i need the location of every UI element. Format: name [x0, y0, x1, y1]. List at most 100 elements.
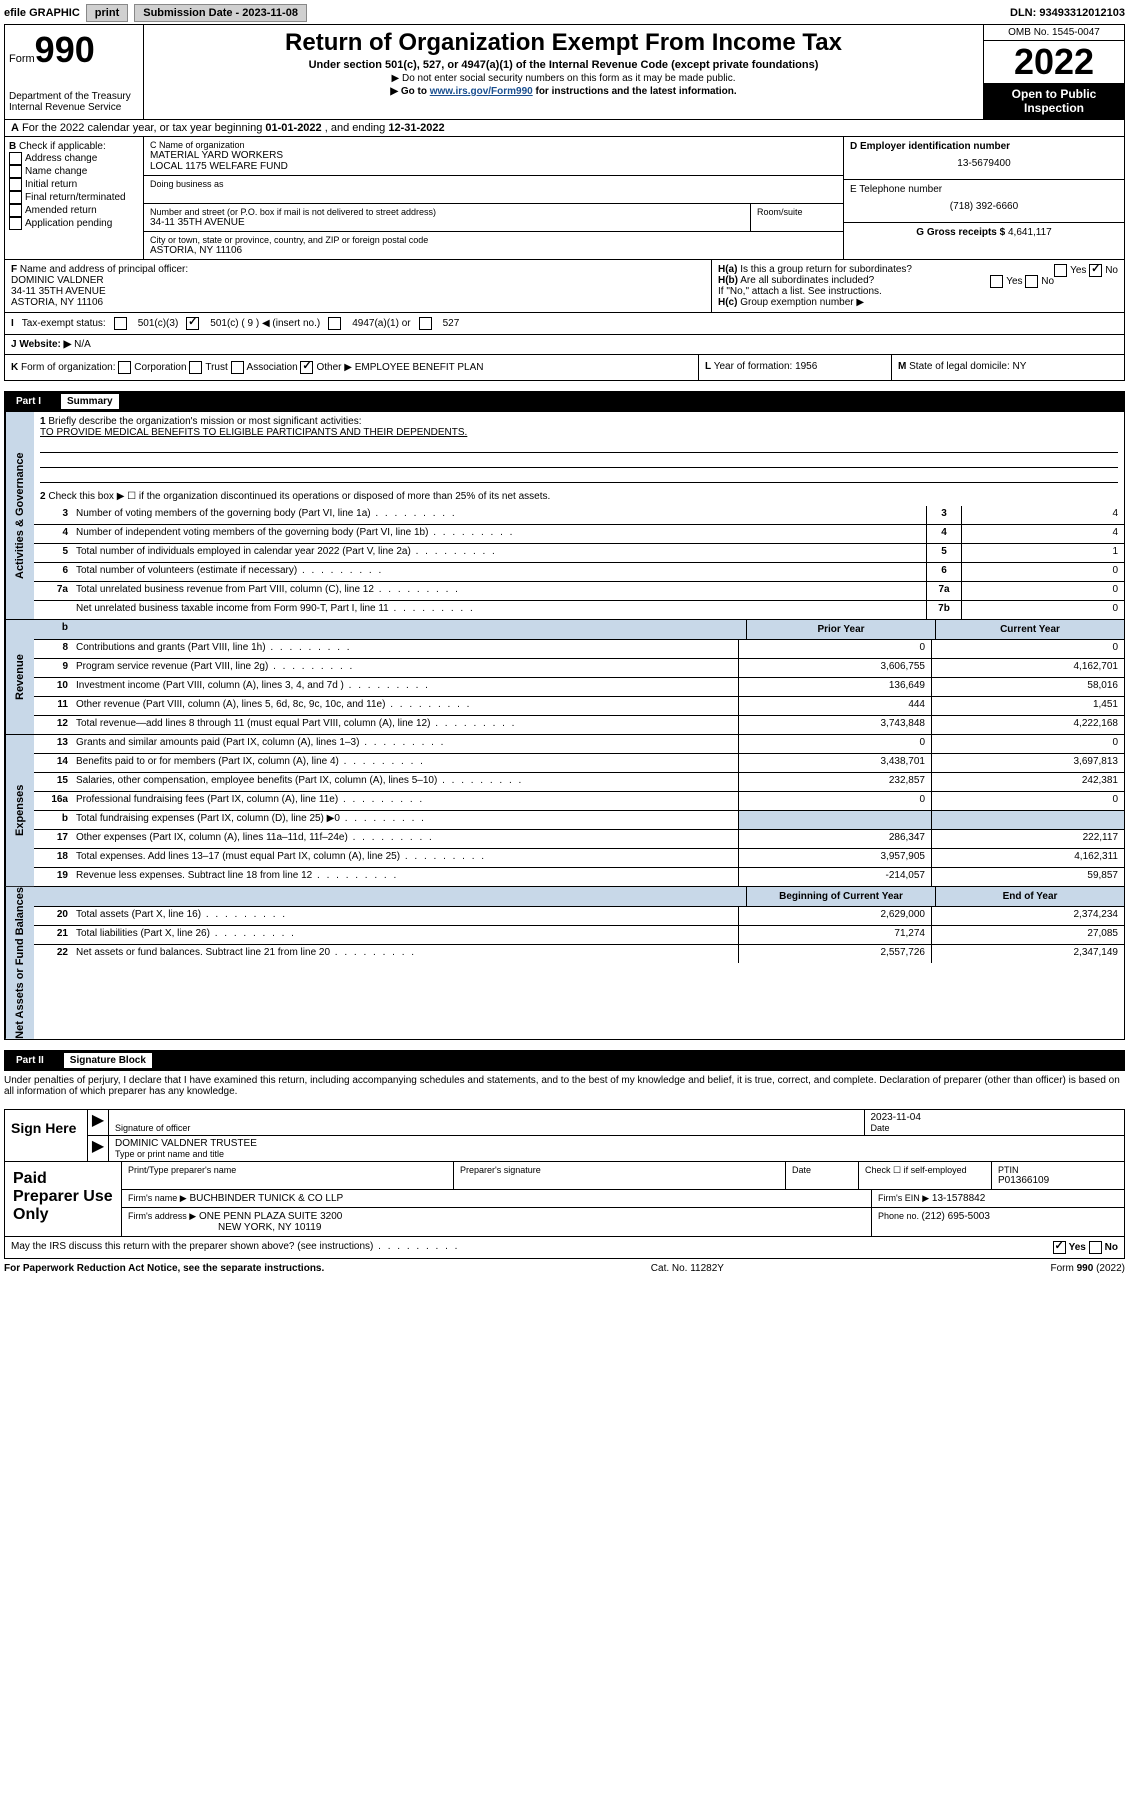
- ha-yes-checkbox[interactable]: [1054, 264, 1067, 277]
- row-num: b: [34, 811, 72, 829]
- k-other-checkbox[interactable]: [300, 361, 313, 374]
- row-desc: Number of independent voting members of …: [72, 525, 926, 543]
- instructions-link[interactable]: www.irs.gov/Form990: [430, 86, 533, 97]
- table-row: 20Total assets (Part X, line 16)2,629,00…: [34, 907, 1124, 926]
- i-501c3-checkbox[interactable]: [114, 317, 127, 330]
- c-name-label: C Name of organization: [150, 140, 837, 150]
- declaration-text: Under penalties of perjury, I declare th…: [4, 1071, 1125, 1101]
- g-label: G Gross receipts $: [916, 227, 1008, 238]
- row-num: 12: [34, 716, 72, 734]
- note2-pre: ▶ Go to: [390, 86, 429, 97]
- discuss-no: No: [1105, 1242, 1118, 1253]
- row-num: [34, 601, 72, 619]
- sig-arrow2-icon: ▶: [88, 1136, 108, 1161]
- table-row: 16aProfessional fundraising fees (Part I…: [34, 792, 1124, 811]
- table-row: bTotal fundraising expenses (Part IX, co…: [34, 811, 1124, 830]
- firm-name-label: Firm's name ▶: [128, 1193, 187, 1203]
- table-row: 15Salaries, other compensation, employee…: [34, 773, 1124, 792]
- checkbox-addr-change[interactable]: [9, 152, 22, 165]
- row-current: 27,085: [931, 926, 1124, 944]
- side-governance: Activities & Governance: [5, 412, 34, 619]
- prior-year-header: Prior Year: [746, 620, 935, 639]
- part1-label: Part I: [12, 394, 51, 409]
- info-row-bcd: B Check if applicable: Address change Na…: [4, 137, 1125, 260]
- row-prior: 136,649: [738, 678, 931, 696]
- org-name-block: C Name of organization MATERIAL YARD WOR…: [144, 137, 843, 176]
- table-row: 10Investment income (Part VIII, column (…: [34, 678, 1124, 697]
- table-row: 22Net assets or fund balances. Subtract …: [34, 945, 1124, 963]
- row-num: 6: [34, 563, 72, 581]
- row-prior: 0: [738, 735, 931, 753]
- note2-post: for instructions and the latest informat…: [533, 86, 737, 97]
- k-corp-checkbox[interactable]: [118, 361, 131, 374]
- k-trust: Trust: [205, 362, 227, 373]
- period-begin: 01-01-2022: [265, 122, 321, 134]
- subdate-value: 2023-11-08: [242, 7, 298, 19]
- checkbox-amended[interactable]: [9, 204, 22, 217]
- current-year-header: Current Year: [935, 620, 1124, 639]
- net-body: Beginning of Current Year End of Year 20…: [34, 887, 1124, 1039]
- table-row: 21Total liabilities (Part X, line 26)71,…: [34, 926, 1124, 945]
- sig-date-val: 2023-11-04: [871, 1112, 1119, 1123]
- row-desc: Total unrelated business revenue from Pa…: [72, 582, 926, 600]
- prep-name-label: Print/Type preparer's name: [128, 1165, 447, 1175]
- i-527-checkbox[interactable]: [419, 317, 432, 330]
- k-other-val: EMPLOYEE BENEFIT PLAN: [355, 362, 484, 373]
- part1-header: Part I Summary: [4, 391, 1125, 412]
- city-value: ASTORIA, NY 11106: [150, 245, 837, 256]
- ptin-value: P01366109: [998, 1175, 1118, 1186]
- j-label: J: [11, 339, 17, 350]
- ha-no-checkbox[interactable]: [1089, 264, 1102, 277]
- inspection-line2: Inspection: [988, 101, 1120, 115]
- discuss-no-checkbox[interactable]: [1089, 1241, 1102, 1254]
- q2-block: 2 Check this box ▶ ☐ if the organization…: [34, 487, 1124, 506]
- hb-no-checkbox[interactable]: [1025, 275, 1038, 288]
- i-opt2: 501(c) ( 9 ) ◀ (insert no.): [210, 318, 320, 329]
- m-block: M State of legal domicile: NY: [891, 355, 1124, 380]
- period-row: A For the 2022 calendar year, or tax yea…: [4, 120, 1125, 137]
- b-addr: Address change: [25, 153, 97, 164]
- hc-text: Group exemption number ▶: [740, 297, 864, 308]
- row-current: 0: [931, 640, 1124, 658]
- row-num: 10: [34, 678, 72, 696]
- checkbox-app-pending[interactable]: [9, 217, 22, 230]
- firm-phone-cell: Phone no. (212) 695-5003: [872, 1208, 1124, 1236]
- section-klm: K Form of organization: Corporation Trus…: [4, 355, 1125, 381]
- row-num: 17: [34, 830, 72, 848]
- checkbox-name-change[interactable]: [9, 165, 22, 178]
- hb-no: No: [1041, 276, 1054, 287]
- row-num: 4: [34, 525, 72, 543]
- ha-row: H(a) Is this a group return for subordin…: [718, 264, 1118, 275]
- row-desc: Total expenses. Add lines 13–17 (must eq…: [72, 849, 738, 867]
- row-prior: 0: [738, 792, 931, 810]
- m-label: M: [898, 361, 906, 372]
- e-label: E Telephone number: [850, 184, 1118, 195]
- city-label: City or town, state or province, country…: [150, 235, 837, 245]
- prep-date-cell: Date: [786, 1162, 859, 1189]
- prep-row2: Firm's name ▶ BUCHBINDER TUNICK & CO LLP…: [122, 1190, 1124, 1208]
- k-assoc-checkbox[interactable]: [231, 361, 244, 374]
- phone-value: (718) 392-6660: [850, 195, 1118, 218]
- row-current: 2,374,234: [931, 907, 1124, 925]
- row-val: 1: [961, 544, 1124, 562]
- form-number: 990: [35, 29, 95, 70]
- discuss-yes-checkbox[interactable]: [1053, 1241, 1066, 1254]
- end-year-header: End of Year: [935, 887, 1124, 906]
- row-desc: Salaries, other compensation, employee b…: [72, 773, 738, 791]
- k-trust-checkbox[interactable]: [189, 361, 202, 374]
- firm-name-cell: Firm's name ▶ BUCHBINDER TUNICK & CO LLP: [122, 1190, 872, 1207]
- print-button[interactable]: print: [86, 4, 128, 22]
- q1-num: 1: [40, 416, 46, 427]
- checkbox-initial[interactable]: [9, 178, 22, 191]
- ein-value: 13-5679400: [850, 152, 1118, 175]
- checkbox-final[interactable]: [9, 191, 22, 204]
- i-501c-checkbox[interactable]: [186, 317, 199, 330]
- q2-text: Check this box ▶ ☐ if the organization d…: [48, 491, 550, 502]
- b-app: Application pending: [25, 218, 112, 229]
- i-4947-checkbox[interactable]: [328, 317, 341, 330]
- form-ref: Form 990 (2022): [1051, 1263, 1125, 1274]
- i-text: Tax-exempt status:: [22, 318, 106, 329]
- row-prior: 71,274: [738, 926, 931, 944]
- row-col-label: 3: [926, 506, 961, 524]
- hb-yes-checkbox[interactable]: [990, 275, 1003, 288]
